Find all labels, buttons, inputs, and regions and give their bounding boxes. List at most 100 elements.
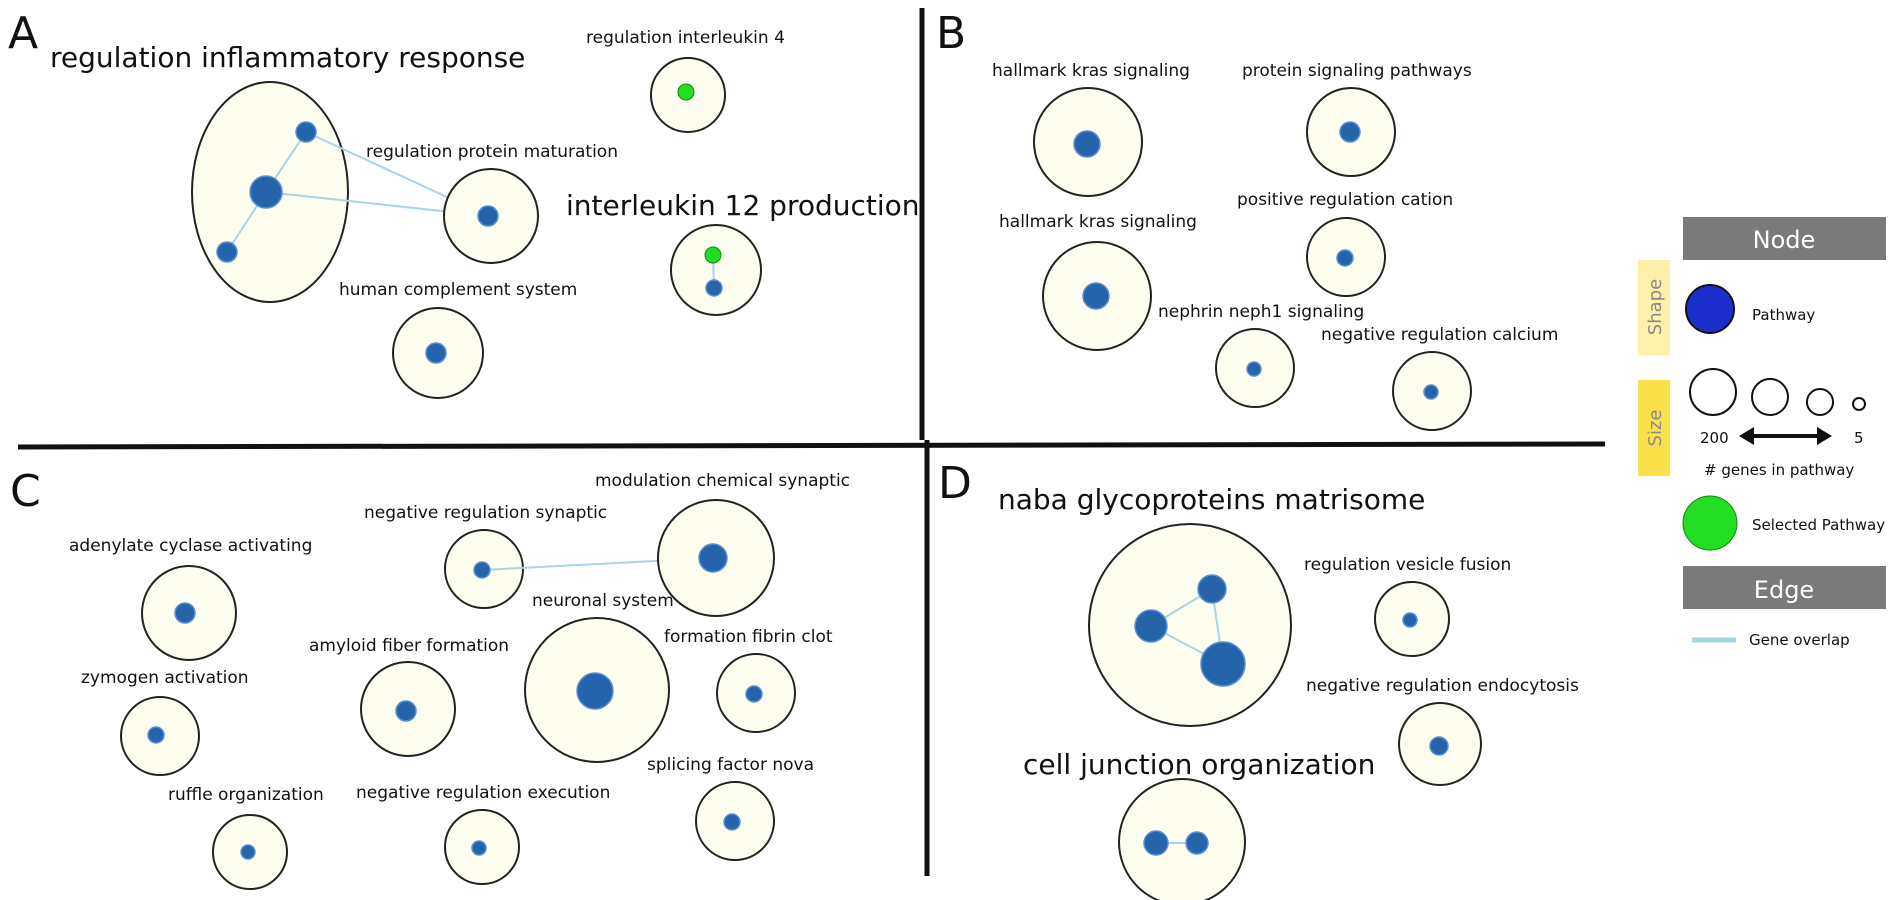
pathway-node[interactable] (1336, 249, 1354, 267)
pathway-node[interactable] (249, 175, 283, 209)
cluster-regulation-vesicle-fusion[interactable]: regulation vesicle fusion (1304, 555, 1511, 657)
pathway-node[interactable] (576, 672, 614, 710)
size-legend-circle-tiny (1852, 397, 1866, 411)
cluster-negative-regulation-endocytosis[interactable]: negative regulation endocytosis (1306, 676, 1579, 786)
selected-pathway-node[interactable] (704, 246, 722, 264)
size-legend-circle-small (1806, 388, 1834, 416)
cluster-label: cell junction organization (1023, 748, 1375, 781)
panel-a: A regulation inflammatory response regul… (8, 8, 920, 399)
cluster-regulation-interleukin-4[interactable]: regulation interleukin 4 (586, 28, 785, 133)
cluster-ruffle-organization[interactable]: ruffle organization (168, 785, 324, 890)
cluster-label: amyloid fiber formation (309, 636, 509, 656)
legend-shape-tab-label: Shape (1645, 279, 1666, 335)
pathway-node[interactable] (1134, 609, 1168, 643)
cluster-boundary (670, 224, 762, 316)
cluster-negative-regulation-execution[interactable]: negative regulation execution (356, 783, 610, 885)
panel-d-letter: D (938, 458, 972, 509)
panel-b-letter: B (936, 8, 966, 59)
cluster-negative-regulation-calcium[interactable]: negative regulation calcium (1321, 325, 1558, 431)
cluster-label: regulation inflammatory response (50, 41, 525, 74)
size-legend-min: 5 (1854, 429, 1864, 447)
cluster-label: negative regulation endocytosis (1306, 676, 1579, 696)
cluster-regulation-protein-maturation[interactable]: regulation protein maturation (366, 142, 618, 264)
pathway-node[interactable] (395, 700, 417, 722)
pathway-node[interactable] (216, 241, 238, 263)
cluster-label: positive regulation cation (1237, 190, 1453, 210)
legend-edge-label: Gene overlap (1749, 631, 1850, 649)
pathway-node[interactable] (745, 685, 763, 703)
pathway-node[interactable] (174, 602, 196, 624)
pathway-node[interactable] (1185, 831, 1209, 855)
size-legend-circle-large (1689, 368, 1737, 416)
legend-edge-header (1683, 566, 1886, 609)
cluster-regulation-inflammatory-response[interactable]: regulation inflammatory response (50, 41, 525, 303)
cluster-hallmark-kras-signaling[interactable]: hallmark kras signaling (992, 61, 1190, 197)
pathway-node[interactable] (1423, 384, 1439, 400)
legend-pathway-label: Pathway (1752, 306, 1815, 324)
cluster-label: interleukin 12 production (566, 189, 920, 222)
cluster-label: splicing factor nova (647, 755, 814, 775)
selected-pathway-legend-icon (1682, 495, 1738, 551)
selected-pathway-node[interactable] (677, 83, 695, 101)
pathway-node[interactable] (477, 205, 499, 227)
cluster-boundary (1118, 778, 1246, 900)
right-arrowhead-icon (1817, 427, 1832, 445)
pathway-node[interactable] (1339, 121, 1361, 143)
pathway-node[interactable] (473, 561, 491, 579)
size-legend-circle-medium (1751, 378, 1789, 416)
pathway-node[interactable] (1200, 641, 1246, 687)
cluster-label: hallmark kras signaling (992, 61, 1190, 81)
pathway-node[interactable] (723, 813, 741, 831)
pathway-node[interactable] (147, 726, 165, 744)
cluster-label: adenylate cyclase activating (69, 536, 312, 556)
cluster-neuronal-system[interactable]: neuronal system (524, 591, 674, 763)
cluster-human-complement-system[interactable]: human complement system (339, 280, 577, 399)
cluster-label: regulation vesicle fusion (1304, 555, 1511, 575)
cluster-positive-regulation-cation[interactable]: positive regulation cation (1237, 190, 1453, 297)
legend-node-title: Node (1753, 226, 1816, 254)
pathway-node[interactable] (698, 543, 728, 573)
pathway-node[interactable] (240, 844, 256, 860)
pathway-node[interactable] (1143, 830, 1169, 856)
left-arrowhead-icon (1739, 427, 1754, 445)
cluster-formation-fibrin-clot[interactable]: formation fibrin clot (664, 627, 833, 733)
pathway-node[interactable] (1082, 282, 1110, 310)
legend-node-header (1683, 217, 1886, 260)
cluster-label: zymogen activation (81, 668, 249, 688)
cluster-label: nephrin neph1 signaling (1158, 302, 1364, 322)
cluster-naba-glycoproteins-matrisome[interactable]: naba glycoproteins matrisome (998, 483, 1425, 727)
cluster-splicing-factor-nova[interactable]: splicing factor nova (647, 755, 814, 861)
cluster-nephrin-neph1-signaling[interactable]: nephrin neph1 signaling (1158, 302, 1364, 408)
cluster-label: modulation chemical synaptic (595, 471, 850, 491)
size-legend-caption: # genes in pathway (1704, 461, 1854, 479)
pathway-node[interactable] (295, 121, 317, 143)
cluster-amyloid-fiber-formation[interactable]: amyloid fiber formation (309, 636, 509, 757)
cluster-modulation-chemical-synaptic[interactable]: modulation chemical synaptic (595, 471, 850, 617)
legend-selected-label: Selected Pathway (1752, 516, 1885, 534)
panel-c: C adenylate cyclase activating zymogen a… (10, 466, 850, 890)
cluster-negative-regulation-synaptic[interactable]: negative regulation synaptic (364, 503, 714, 609)
pathway-node[interactable] (1073, 130, 1101, 158)
pathway-node[interactable] (1197, 574, 1227, 604)
cluster-label: hallmark kras signaling (999, 212, 1197, 232)
panel-b: B hallmark kras signaling hallmark kras … (936, 8, 1558, 431)
cluster-interleukin-12-production[interactable]: interleukin 12 production (566, 189, 920, 316)
cluster-protein-signaling-pathways[interactable]: protein signaling pathways (1242, 61, 1472, 177)
pathway-node[interactable] (471, 840, 487, 856)
pathway-node[interactable] (705, 279, 723, 297)
cluster-label: protein signaling pathways (1242, 61, 1472, 81)
pathway-legend-icon (1685, 284, 1735, 334)
cluster-label: regulation protein maturation (366, 142, 618, 162)
legend-shape-tab (1638, 260, 1670, 355)
pathway-node[interactable] (1429, 736, 1449, 756)
cluster-cell-junction-organization[interactable]: cell junction organization (1023, 748, 1375, 900)
cluster-label: naba glycoproteins matrisome (998, 483, 1425, 516)
pathway-node[interactable] (425, 342, 447, 364)
pathway-node[interactable] (1402, 612, 1418, 628)
cluster-adenylate-cyclase-activating[interactable]: adenylate cyclase activating (69, 536, 312, 661)
legend-size-tab (1638, 380, 1670, 476)
cluster-label: neuronal system (532, 591, 674, 611)
cluster-zymogen-activation[interactable]: zymogen activation (81, 668, 249, 776)
pathway-node[interactable] (1246, 361, 1262, 377)
cluster-hallmark-kras-signaling-2[interactable]: hallmark kras signaling (999, 212, 1197, 351)
